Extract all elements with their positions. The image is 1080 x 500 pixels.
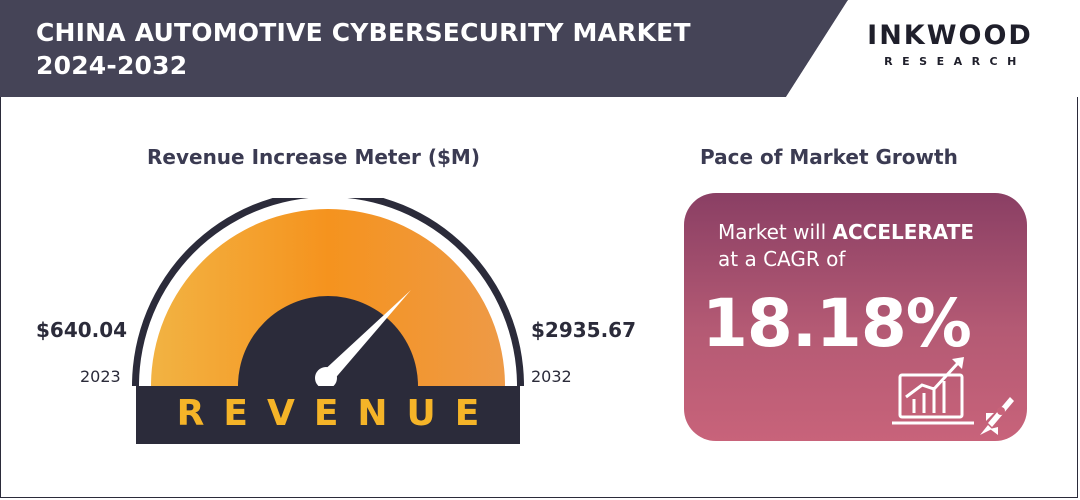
gauge-base [136, 386, 520, 444]
revenue-gauge [132, 198, 524, 444]
page-title: CHINA AUTOMOTIVE CYBERSECURITY MARKET 20… [36, 16, 691, 82]
end-value: $2935.67 [531, 318, 637, 342]
gauge-needle [320, 290, 411, 382]
title-line-1: CHINA AUTOMOTIVE CYBERSECURITY MARKET [36, 18, 691, 47]
end-year: 2032 [531, 367, 572, 386]
header-background [0, 0, 1080, 97]
cagr-card: Market will ACCELERATE at a CAGR of 18.1… [684, 193, 1027, 441]
cagr-text-strong: ACCELERATE [832, 220, 975, 244]
brand-name: INKWOOD [867, 20, 1033, 51]
gauge-label: REVENUE [176, 393, 499, 434]
gauge-needle-pivot [315, 367, 337, 389]
growth-chart-rocket-icon [892, 357, 1014, 435]
brand-subtitle: RESEARCH [884, 55, 1026, 68]
header-bar: CHINA AUTOMOTIVE CYBERSECURITY MARKET 20… [0, 0, 1080, 97]
brand-logo: INKWOOD RESEARCH [840, 20, 1060, 68]
title-line-2: 2024-2032 [36, 51, 188, 80]
start-value: $640.04 [36, 318, 128, 342]
cagr-text-line-2: at a CAGR of [718, 247, 846, 271]
cagr-value: 18.18% [702, 285, 972, 362]
cagr-text-line-1: Market will ACCELERATE [718, 220, 974, 244]
start-year: 2023 [80, 367, 121, 386]
gauge-hub [238, 296, 418, 386]
pace-title: Pace of Market Growth [700, 145, 958, 169]
meter-title: Revenue Increase Meter ($M) [147, 145, 480, 169]
cagr-text-prefix: Market will [718, 220, 833, 244]
